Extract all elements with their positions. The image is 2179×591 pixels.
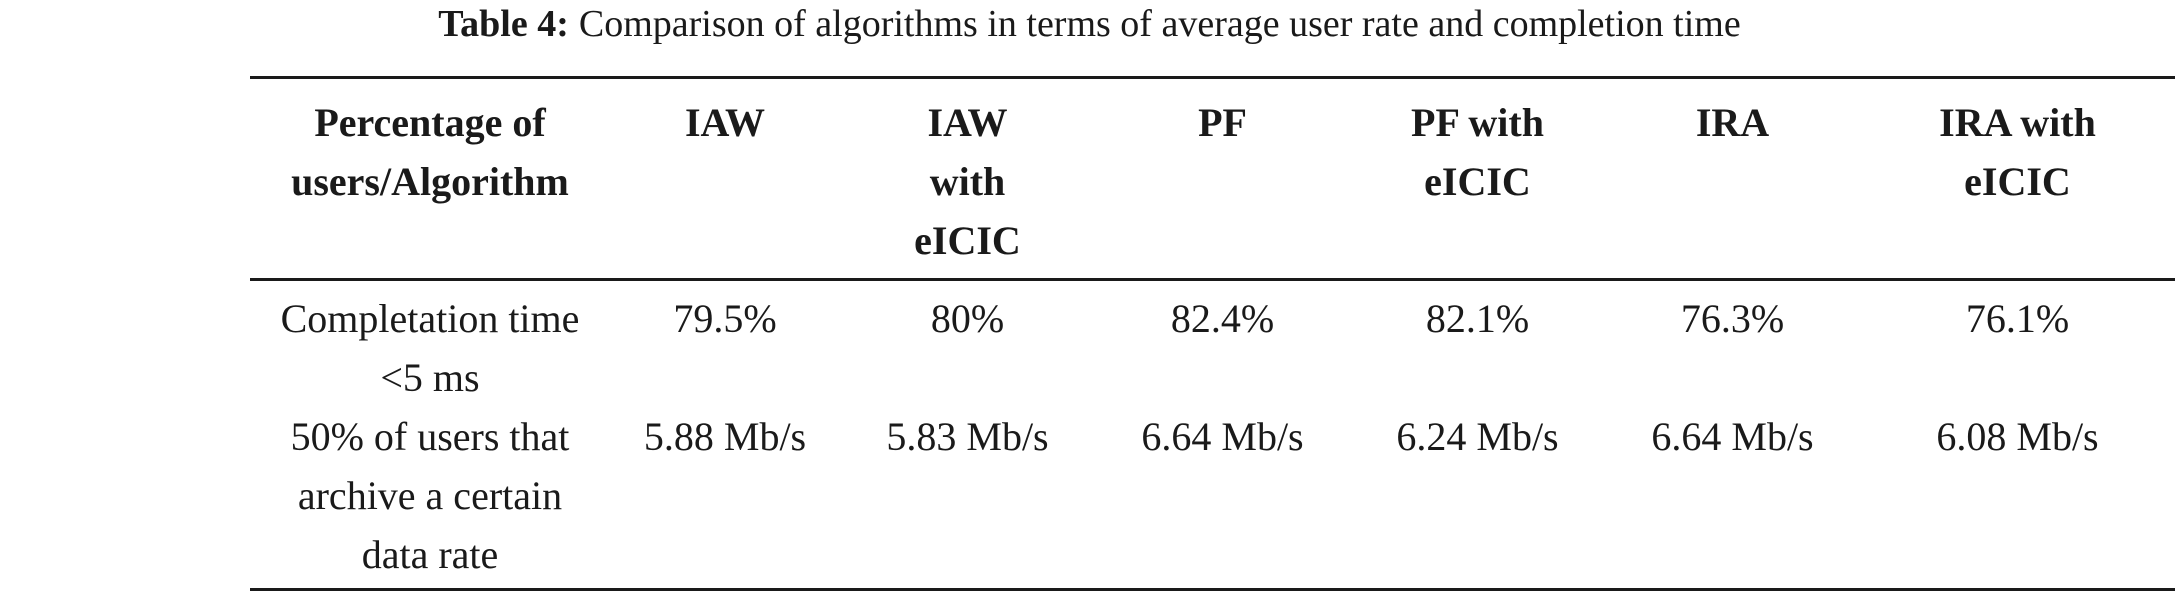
table-cell: 5.83 Mb/s [886,414,1049,459]
header-iaw: IAW [684,100,766,145]
table-cell: 82.1% [1425,296,1530,341]
table-cell: 80% [930,296,1005,341]
table-caption: Table 4: Comparison of algorithms in term… [0,0,2179,46]
header-pf-with-eicic: PF with eICIC [1411,100,1544,204]
table-row-data-rate: 50% of users that archive a certain data… [250,407,2175,590]
header-pf: PF [1198,100,1247,145]
table-cell: 76.1% [1965,296,2070,341]
table-cell: 79.5% [673,296,777,341]
table-cell: 82.4% [1170,296,1275,341]
row-label-data-rate: 50% of users that archive a certain data… [290,414,570,577]
comparison-table-container: Percentage of users/Algorithm IAW IAW wi… [250,76,2175,591]
table-cell: 6.24 Mb/s [1396,414,1559,459]
table-cell: 6.64 Mb/s [1141,414,1304,459]
header-percentage-of-users: Percentage of users/Algorithm [291,100,569,204]
header-ira: IRA [1695,100,1770,145]
caption-label: Table 4: [438,3,569,45]
header-iaw-with-eicic: IAW with eICIC [914,100,1021,263]
table-cell: 6.08 Mb/s [1936,414,2099,459]
header-ira-with-eicic: IRA with eICIC [1939,100,2096,204]
row-label-completion-time: Completation time <5 ms [280,296,580,400]
table-cell: 6.64 Mb/s [1651,414,1814,459]
header-row: Percentage of users/Algorithm IAW IAW wi… [250,77,2175,280]
table-cell: 76.3% [1680,296,1785,341]
caption-text: Comparison of algorithms in terms of ave… [578,3,1741,45]
table-row-completion-time: Completation time <5 ms 79.5% 80% 82.4% … [250,280,2175,408]
table-cell: 5.88 Mb/s [643,414,807,459]
comparison-table: Percentage of users/Algorithm IAW IAW wi… [250,76,2175,591]
